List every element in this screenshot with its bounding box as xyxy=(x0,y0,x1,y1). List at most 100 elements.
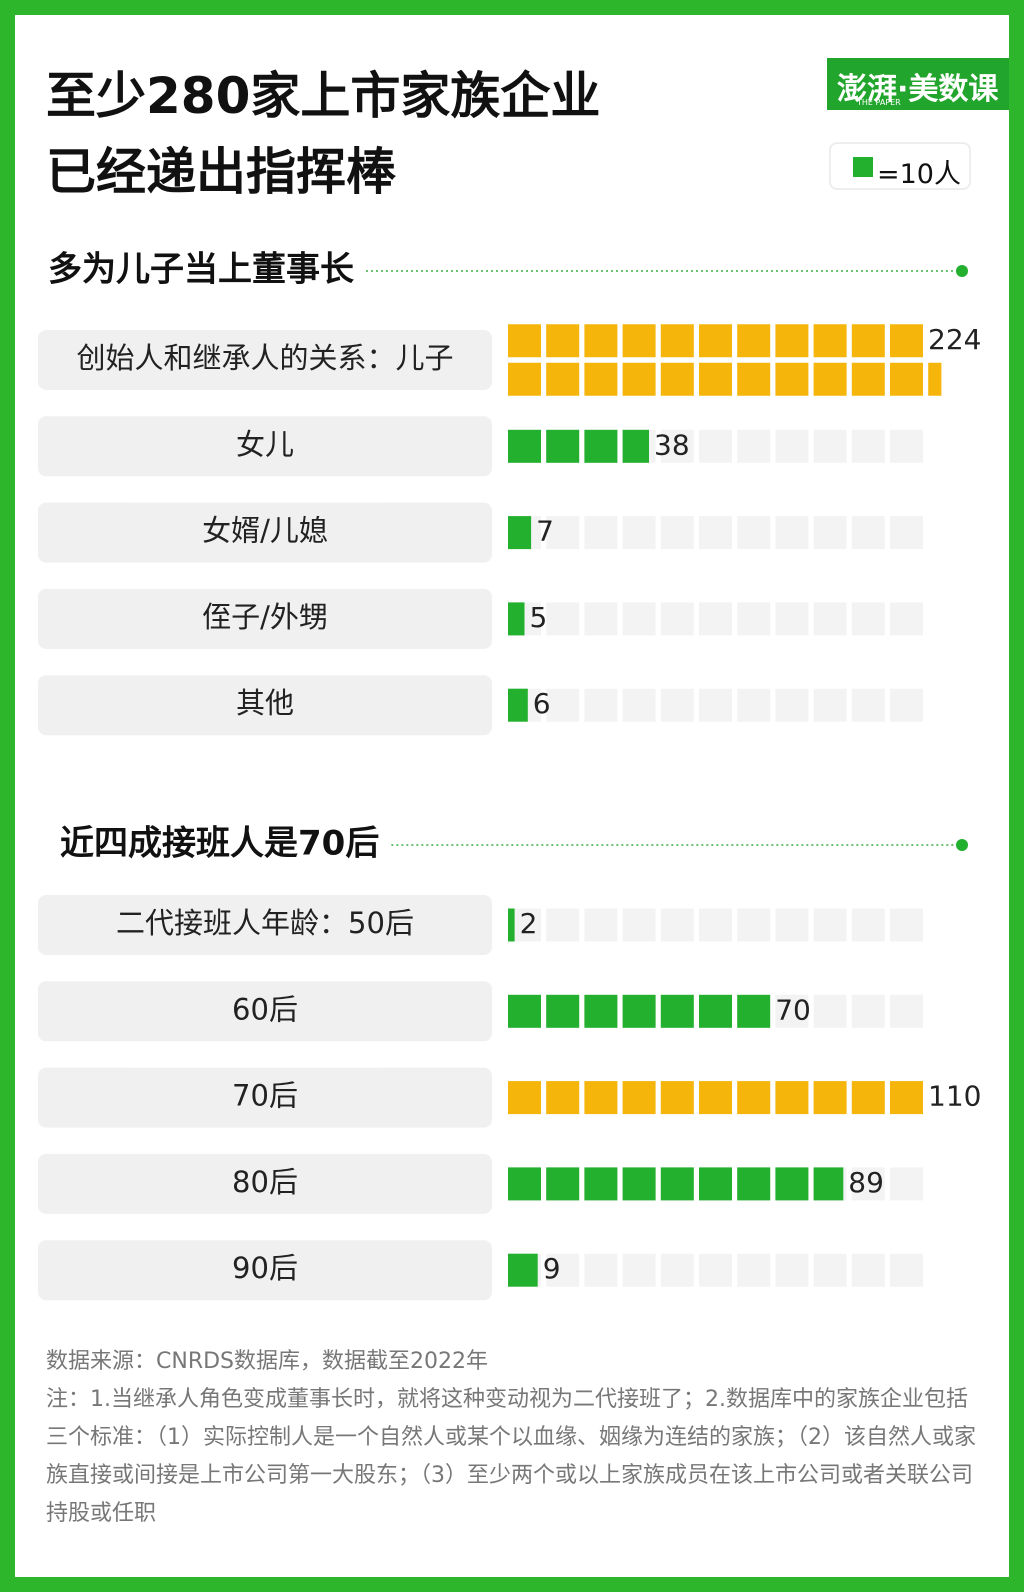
empty-cell xyxy=(699,602,732,636)
unit-cell xyxy=(699,324,732,358)
empty-cell xyxy=(699,429,732,463)
unit-cell xyxy=(890,362,923,396)
unit-cell xyxy=(737,994,771,1028)
footer: 数据来源：CNRDS数据库，数据截至2022年 注：1.当继承人角色变成董事长时… xyxy=(46,1343,976,1533)
empty-cell xyxy=(584,516,618,550)
unit-cell xyxy=(890,1081,923,1115)
value-label: 7 xyxy=(536,515,554,548)
category-label: 创始人和继承人的关系：儿子 xyxy=(76,341,453,375)
empty-cell xyxy=(775,994,809,1028)
dot xyxy=(956,265,968,277)
label-box xyxy=(38,895,492,955)
unit-cell xyxy=(546,324,580,358)
unit-cell xyxy=(660,1167,694,1201)
empty-cell xyxy=(813,1253,847,1287)
legend-swatch xyxy=(853,157,873,177)
unit-cell xyxy=(508,994,541,1028)
unit-cell xyxy=(508,688,528,722)
empty-cell xyxy=(699,688,732,722)
label-box xyxy=(38,675,492,736)
logo-text: 澎湃·美数课 xyxy=(837,72,999,107)
empty-cell xyxy=(851,1167,885,1201)
empty-cell xyxy=(737,429,771,463)
unit-cell xyxy=(699,1167,732,1201)
category-label: 60后 xyxy=(232,992,298,1026)
unit-cell xyxy=(813,1081,847,1115)
empty-cell xyxy=(546,1253,580,1287)
empty-cell xyxy=(622,908,656,942)
category-label: 侄子/外甥 xyxy=(202,600,328,634)
empty-cell xyxy=(851,994,885,1028)
unit-cell xyxy=(584,1081,618,1115)
panel xyxy=(15,15,1009,1577)
empty-cell xyxy=(622,516,656,550)
empty-cell xyxy=(813,688,847,722)
category-label: 女儿 xyxy=(236,427,294,461)
unit-cell xyxy=(546,1081,580,1115)
empty-cell xyxy=(584,602,618,636)
source: 数据来源：CNRDS数据库，数据截至2022年 xyxy=(46,1349,488,1374)
unit-cell xyxy=(508,602,525,636)
empty-cell xyxy=(737,516,771,550)
legend: =10人 xyxy=(829,142,971,190)
category-label: 90后 xyxy=(232,1251,298,1285)
unit-cell xyxy=(622,1167,656,1201)
empty-cell xyxy=(622,688,656,722)
empty-cell xyxy=(813,602,847,636)
empty-cell xyxy=(622,602,656,636)
empty-cell xyxy=(813,516,847,550)
note: 注：1.当继承人角色变成董事长时，就将这种变动视为二代接班了；2.数据库中的家族… xyxy=(46,1387,976,1526)
empty-cell xyxy=(660,688,694,722)
empty-cell xyxy=(660,516,694,550)
value-label: 70 xyxy=(775,993,811,1026)
unit-cell xyxy=(508,324,541,358)
logo: 澎湃·美数课 THE PAPER xyxy=(827,58,1009,110)
unit-cell xyxy=(508,1253,538,1287)
empty-cell xyxy=(737,1253,771,1287)
unit-cell xyxy=(660,324,694,358)
empty-cell xyxy=(890,602,923,636)
value-label: 89 xyxy=(848,1166,884,1199)
empty-cell xyxy=(660,1253,694,1287)
label-box xyxy=(38,502,492,563)
unit-cell xyxy=(508,516,532,550)
empty-cell xyxy=(890,429,923,463)
category-label: 70后 xyxy=(232,1079,298,1113)
unit-cell xyxy=(851,362,885,396)
empty-cell xyxy=(622,1253,656,1287)
empty-cell xyxy=(660,429,694,463)
unit-cell xyxy=(851,324,885,358)
unit-cell xyxy=(508,1081,541,1115)
section-title: 多为儿子当上董事长 xyxy=(48,250,354,290)
empty-cell xyxy=(737,688,771,722)
empty-cell xyxy=(699,516,732,550)
unit-cell xyxy=(584,362,618,396)
unit-cell xyxy=(890,324,923,358)
unit-cell xyxy=(775,324,809,358)
empty-cell xyxy=(737,908,771,942)
title-line: 至少280家上市家族企业 xyxy=(46,67,601,125)
unit-cell xyxy=(813,362,847,396)
empty-cell xyxy=(775,602,809,636)
legend-label: =10人 xyxy=(877,159,961,190)
value-label: 6 xyxy=(533,687,551,720)
unit-cell xyxy=(775,362,809,396)
unit-cell xyxy=(737,1081,771,1115)
unit-cell xyxy=(508,362,541,396)
empty-cell xyxy=(775,516,809,550)
logo-sub: THE PAPER xyxy=(857,98,901,107)
section-title: 近四成接班人是70后 xyxy=(60,824,379,864)
empty-cell xyxy=(775,1253,809,1287)
unit-cell xyxy=(813,1167,844,1201)
empty-cell xyxy=(813,994,847,1028)
empty-cell xyxy=(890,1167,923,1201)
unit-cell xyxy=(508,908,515,942)
empty-cell xyxy=(851,688,885,722)
unit-cell xyxy=(928,362,942,396)
unit-cell xyxy=(851,1081,885,1115)
empty-cell xyxy=(546,516,580,550)
unit-cell xyxy=(737,362,771,396)
unit-cell xyxy=(622,429,649,463)
unit-cell xyxy=(584,1167,618,1201)
